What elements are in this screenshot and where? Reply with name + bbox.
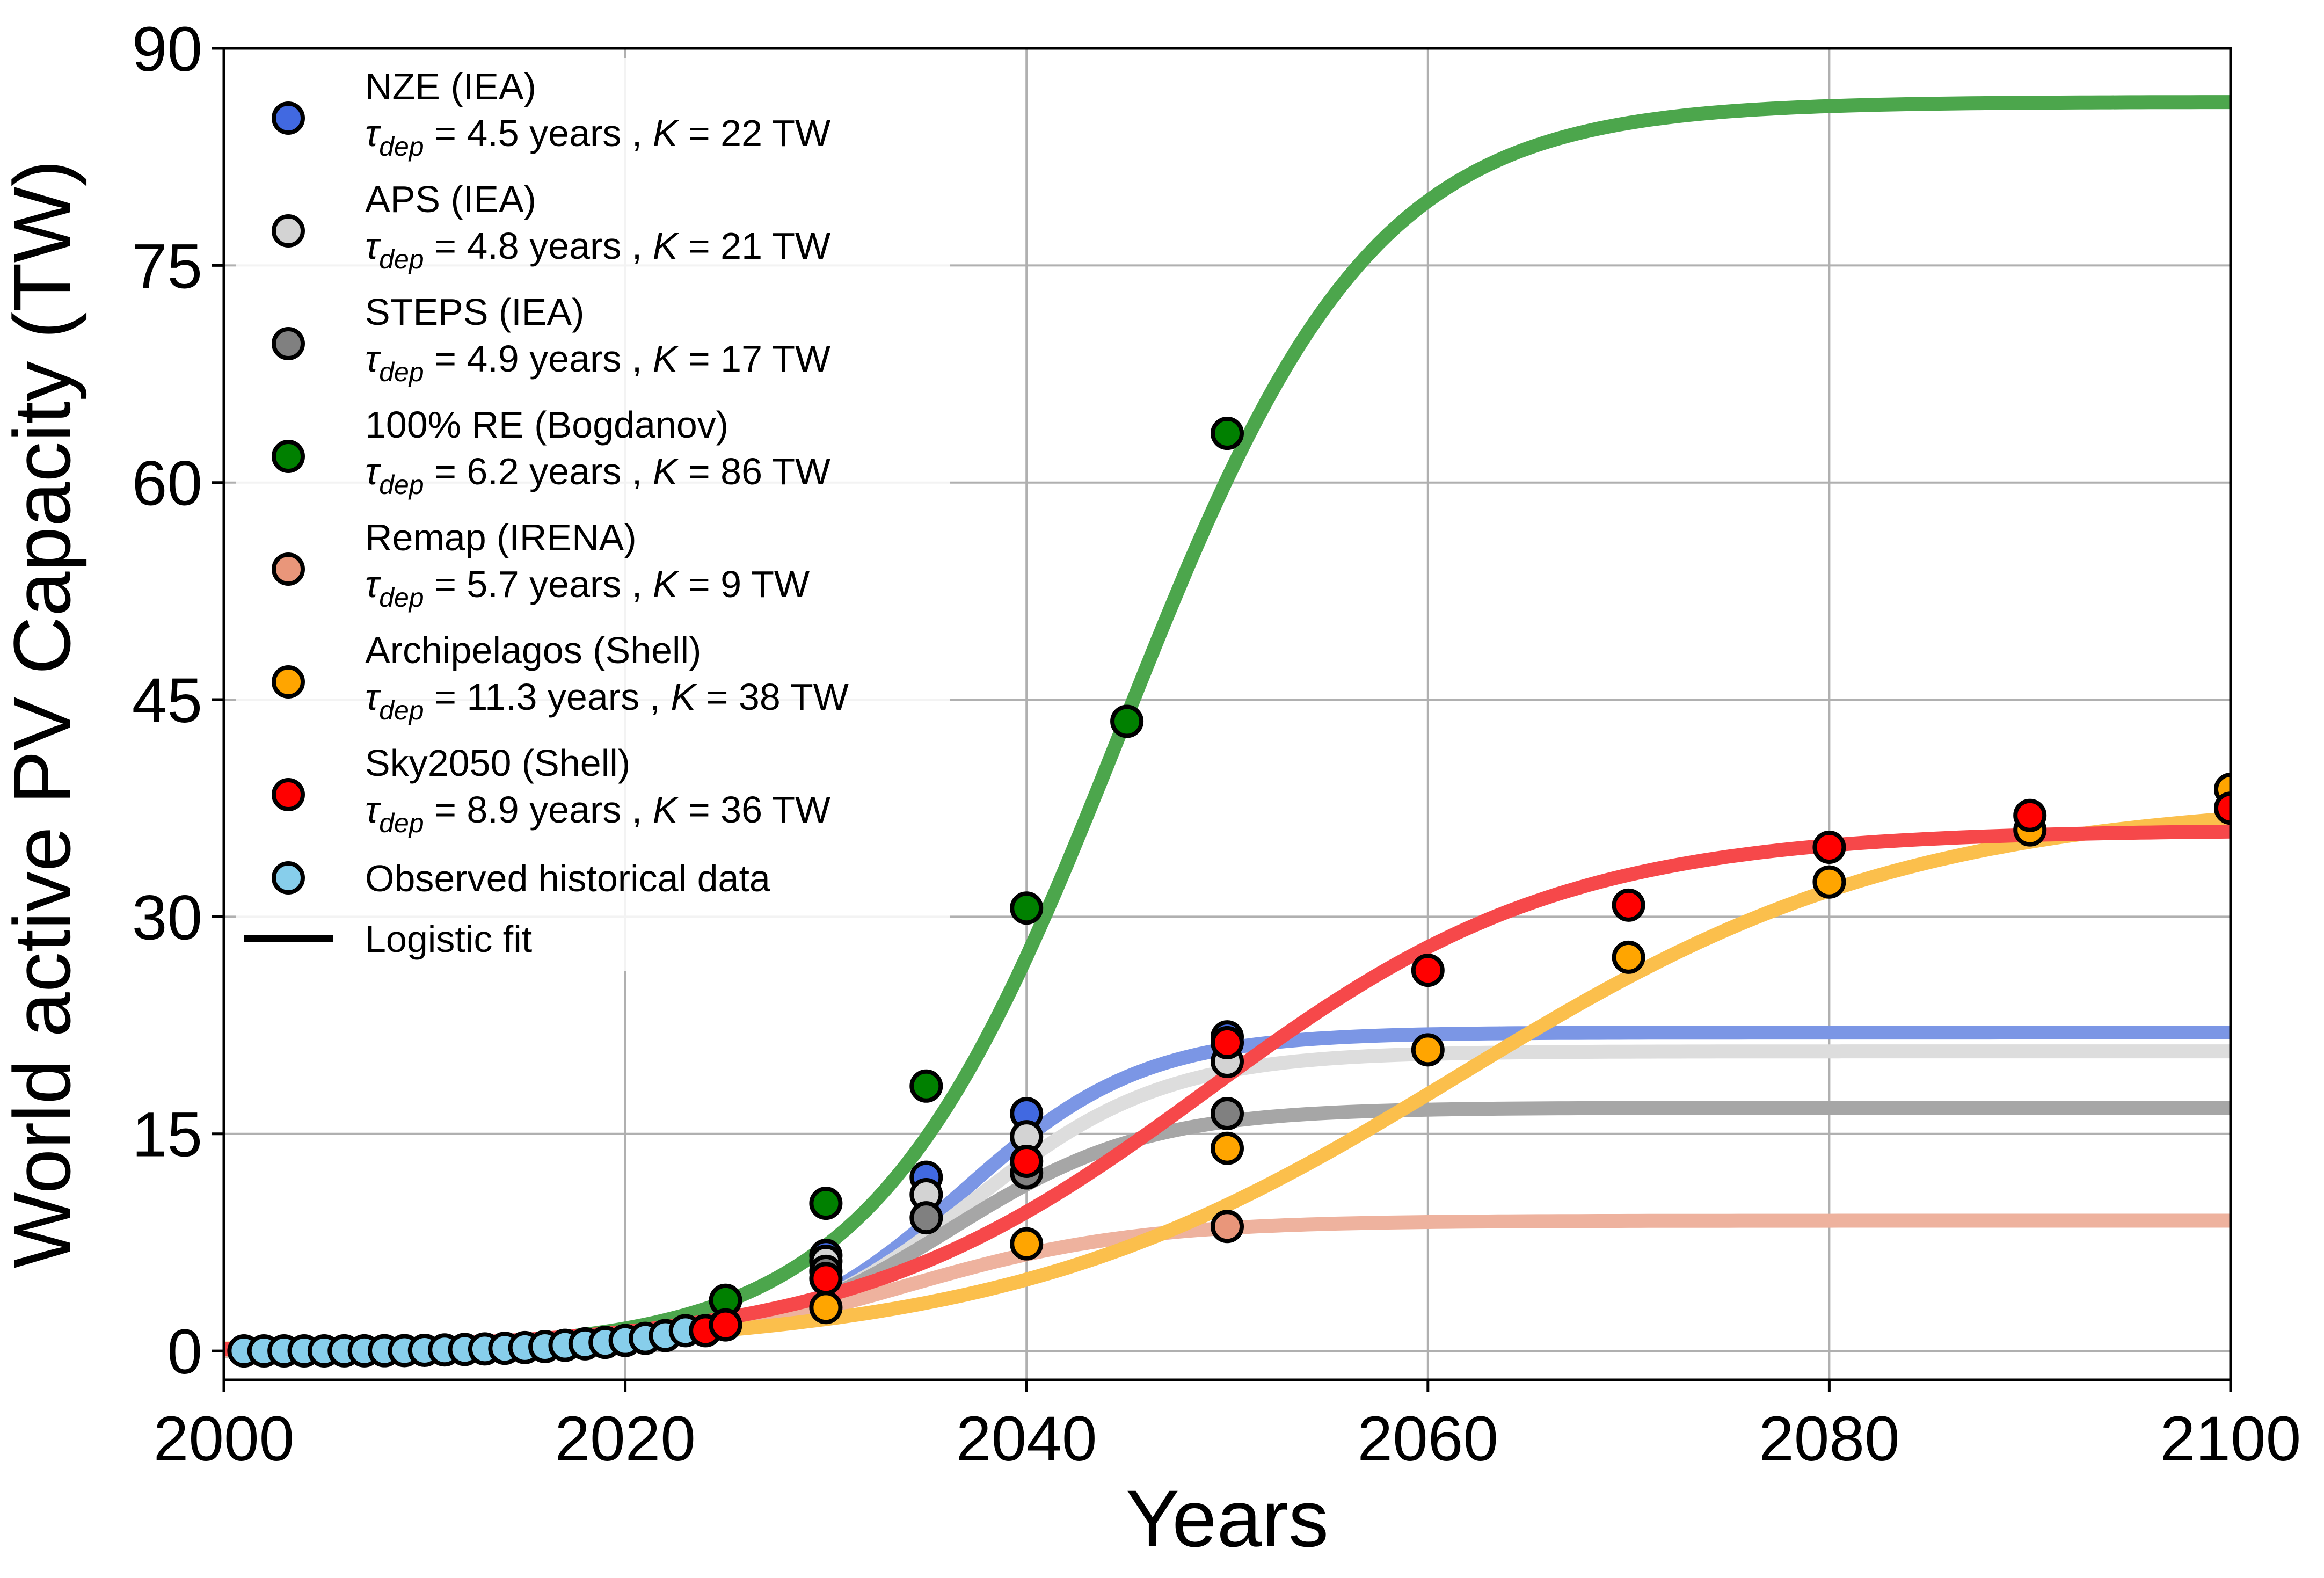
legend-fit-4: τdep = 5.7 years , K = 9 TW <box>365 563 810 613</box>
y-axis-title: World active PV Capacity (TW) <box>0 160 87 1268</box>
data-point-5-2 <box>1211 1131 1244 1165</box>
data-point-3-5 <box>1211 417 1244 450</box>
legend-fit-6: τdep = 8.9 years , K = 36 TW <box>365 789 830 838</box>
legend: NZE (IEA) τdep = 4.5 years , K = 22 TW APS… <box>236 58 950 971</box>
legend-fit-label: Logistic fit <box>365 918 532 960</box>
legend-label-7: Observed historical data <box>365 857 770 899</box>
legend-fit-2: τdep = 4.9 years , K = 17 TW <box>365 338 830 387</box>
data-point-2-3 <box>1211 1097 1244 1130</box>
data-point-6-7 <box>1812 831 1846 864</box>
legend-marker-5 <box>272 665 305 699</box>
legend-label-2: STEPS (IEA) <box>365 291 584 333</box>
x-axis-title: Years <box>1126 1473 1329 1564</box>
data-points <box>227 417 2231 1368</box>
y-tick-label: 15 <box>132 1100 202 1170</box>
legend-label-6: Sky2050 (Shell) <box>365 742 630 784</box>
legend-box <box>236 58 950 971</box>
x-tick-label: 2040 <box>956 1404 1097 1474</box>
x-tick-label: 2020 <box>555 1404 696 1474</box>
x-tick-label: 2080 <box>1759 1404 1900 1474</box>
legend-fit-1: τdep = 4.8 years , K = 21 TW <box>365 225 830 274</box>
x-axis-ticks: 2000 2020 2040 2060 2080 2100 <box>154 1380 2301 1474</box>
data-point-3-4 <box>1110 704 1144 738</box>
legend-label-3: 100% RE (Bogdanov) <box>365 404 728 446</box>
data-point-6-2 <box>809 1262 843 1296</box>
legend-marker-1 <box>272 214 305 248</box>
data-point-6-3 <box>1010 1144 1044 1178</box>
y-tick-label: 45 <box>132 665 202 736</box>
data-point-6-4 <box>1211 1026 1244 1059</box>
data-point-6-8 <box>2013 798 2047 832</box>
data-point-5-1 <box>1010 1227 1044 1261</box>
y-tick-label: 30 <box>132 882 202 953</box>
data-point-6-1 <box>709 1308 742 1342</box>
data-point-2-1 <box>909 1201 943 1235</box>
y-tick-label: 75 <box>132 231 202 302</box>
legend-marker-7 <box>272 861 305 895</box>
legend-label-1: APS (IEA) <box>365 178 536 220</box>
x-tick-label: 2060 <box>1358 1404 1499 1474</box>
legend-label-5: Archipelagos (Shell) <box>365 629 701 671</box>
legend-fit-5: τdep = 11.3 years , K = 38 TW <box>365 676 849 725</box>
data-point-4-0 <box>1211 1210 1244 1244</box>
data-point-6-9 <box>2214 791 2231 825</box>
y-tick-label: 60 <box>132 448 202 519</box>
plot-frame <box>222 47 2232 1381</box>
legend-marker-6 <box>272 778 305 811</box>
data-point-6-5 <box>1411 954 1445 987</box>
data-point-6-6 <box>1612 888 1645 922</box>
legend-fit-3: τdep = 6.2 years , K = 86 TW <box>365 450 830 500</box>
data-point-5-5 <box>1812 865 1846 899</box>
y-axis-ticks: 0 15 30 45 60 75 90 <box>132 14 224 1387</box>
data-point-3-2 <box>909 1069 943 1103</box>
legend-marker-4 <box>272 552 305 586</box>
legend-marker-3 <box>272 440 305 473</box>
data-point-5-3 <box>1411 1033 1445 1067</box>
x-tick-label: 2100 <box>2160 1404 2301 1474</box>
legend-label-0: NZE (IEA) <box>365 66 536 107</box>
data-point-5-4 <box>1612 940 1645 974</box>
y-tick-label: 90 <box>132 14 202 85</box>
data-point-3-1 <box>809 1187 843 1220</box>
y-tick-label: 0 <box>167 1317 202 1387</box>
legend-fit-0: τdep = 4.5 years , K = 22 TW <box>365 112 830 162</box>
legend-marker-0 <box>272 101 305 135</box>
x-tick-label: 2000 <box>154 1404 295 1474</box>
data-point-5-0 <box>809 1291 843 1325</box>
legend-marker-2 <box>272 327 305 360</box>
legend-label-4: Remap (IRENA) <box>365 517 637 558</box>
data-point-3-3 <box>1010 891 1044 925</box>
